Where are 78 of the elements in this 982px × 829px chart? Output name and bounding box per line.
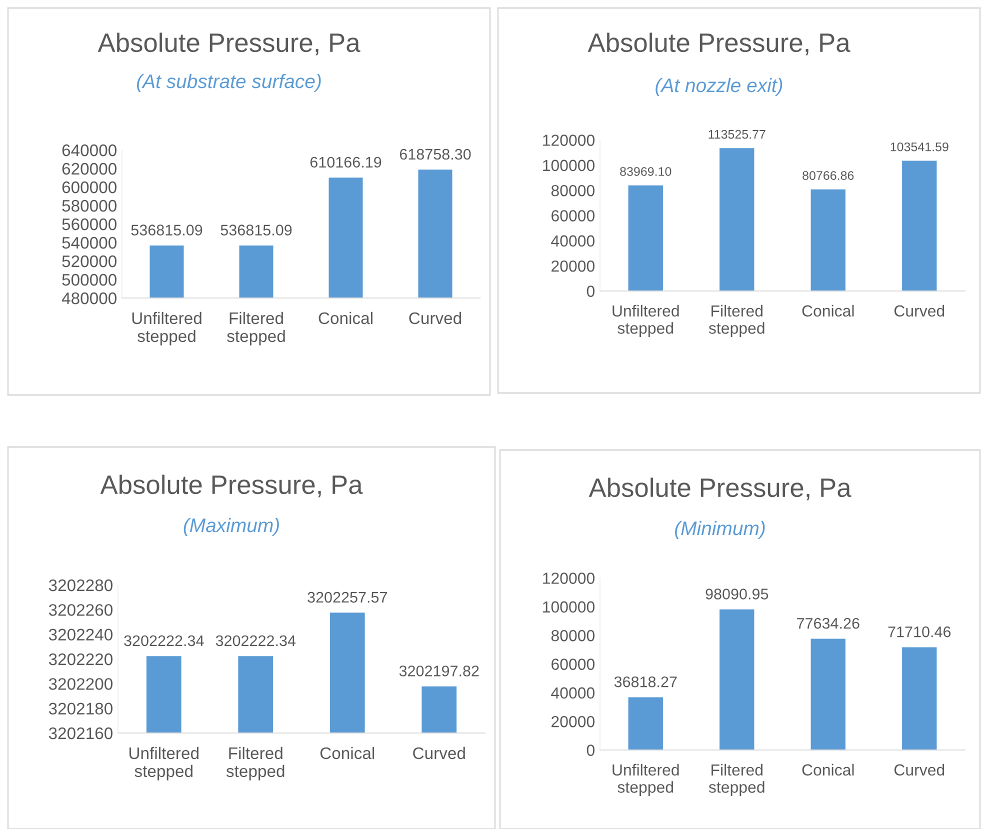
y-tick-label: 80000: [551, 184, 595, 196]
chart-subtitle: (Minimum): [675, 520, 765, 540]
x-tick-label: Conical: [802, 304, 854, 317]
data-label: 80766.86: [802, 171, 854, 180]
y-tick-label: 600000: [62, 181, 116, 194]
y-tick-label: 3202200: [48, 678, 112, 690]
data-label: 3202222.34: [216, 635, 296, 646]
bar: [628, 185, 663, 291]
y-tick-label: 3202180: [48, 702, 112, 715]
chart-subtitle: (At substrate surface): [136, 74, 321, 92]
x-tick-label: Curved: [409, 312, 462, 324]
data-label: 610166.19: [310, 156, 382, 168]
data-label: 83969.10: [620, 167, 672, 176]
y-tick-label: 100000: [543, 160, 595, 172]
bar: [720, 609, 754, 750]
chart-title: Absolute Pressure, Pa: [588, 478, 852, 500]
x-tick-label: Unfiltered stepped: [130, 746, 198, 780]
bar: [902, 160, 937, 291]
y-tick-label: 560000: [62, 218, 116, 230]
y-tick-label: 60000: [552, 210, 595, 222]
data-label: 71710.46: [888, 626, 951, 638]
x-tick-label: Conical: [320, 746, 374, 760]
x-tick-label: Filtered stepped: [227, 312, 285, 346]
chart-title: Absolute Pressure, Pa: [588, 32, 850, 56]
data-label: 3202197.82: [399, 666, 479, 676]
x-tick-label: Curved: [413, 746, 465, 760]
x-tick-label: Conical: [802, 764, 854, 776]
y-tick-label: 3202260: [48, 604, 112, 616]
x-tick-label: Unfiltered stepped: [132, 312, 202, 346]
bar: [628, 697, 663, 750]
y-tick-label: 620000: [62, 162, 116, 175]
bar: [902, 647, 937, 750]
data-label: 3202257.57: [308, 592, 387, 603]
data-label: 98090.95: [706, 588, 768, 600]
y-tick-label: 3202280: [48, 579, 112, 592]
bar: [810, 189, 846, 291]
chart-subtitle: (At nozzle exit): [656, 78, 782, 96]
y-tick-label: 0: [586, 286, 595, 297]
x-tick-label: Filtered stepped: [708, 304, 764, 337]
y-tick-label: 20000: [552, 260, 595, 272]
chart-title: Absolute Pressure, Pa: [98, 32, 360, 56]
chart-title: Absolute Pressure, Pa: [100, 474, 363, 498]
x-tick-label: Curved: [894, 304, 944, 317]
y-tick-label: 640000: [62, 144, 116, 156]
y-tick-label: 3202160: [48, 727, 112, 740]
data-label: 536815.09: [131, 224, 202, 236]
y-tick-label: 3202220: [48, 653, 112, 666]
y-tick-label: 80000: [551, 630, 595, 642]
data-label: 36818.27: [614, 676, 677, 688]
y-tick-label: 520000: [62, 255, 116, 268]
data-label: 618758.30: [400, 148, 471, 160]
data-label: 77634.26: [797, 618, 860, 629]
y-tick-label: 120000: [543, 134, 595, 146]
bar: [810, 638, 846, 750]
y-tick-label: 0: [586, 744, 595, 756]
chart-subtitle: (Maximum): [184, 518, 279, 536]
y-tick-label: 20000: [552, 716, 595, 728]
y-tick-label: 3202240: [48, 628, 112, 641]
x-tick-label: Conical: [318, 312, 372, 324]
y-tick-label: 100000: [543, 601, 595, 613]
x-tick-label: Unfiltered stepped: [612, 764, 679, 796]
y-tick-label: 40000: [551, 235, 595, 247]
bar: [720, 148, 754, 291]
data-label: 536815.09: [220, 224, 292, 236]
data-label: 3202222.34: [124, 635, 204, 646]
data-label: 113525.77: [708, 130, 766, 139]
y-tick-label: 60000: [552, 658, 595, 670]
data-label: 103541.59: [890, 142, 948, 152]
y-tick-label: 580000: [62, 200, 116, 212]
x-tick-label: Curved: [894, 764, 944, 776]
x-tick-label: Filtered stepped: [226, 746, 284, 780]
x-tick-label: Unfiltered stepped: [612, 304, 679, 337]
y-tick-label: 120000: [543, 572, 595, 584]
y-tick-label: 500000: [62, 274, 116, 286]
x-tick-label: Filtered stepped: [708, 764, 764, 796]
y-tick-label: 480000: [62, 292, 116, 304]
y-tick-label: 40000: [551, 687, 595, 699]
y-tick-label: 540000: [62, 236, 116, 249]
